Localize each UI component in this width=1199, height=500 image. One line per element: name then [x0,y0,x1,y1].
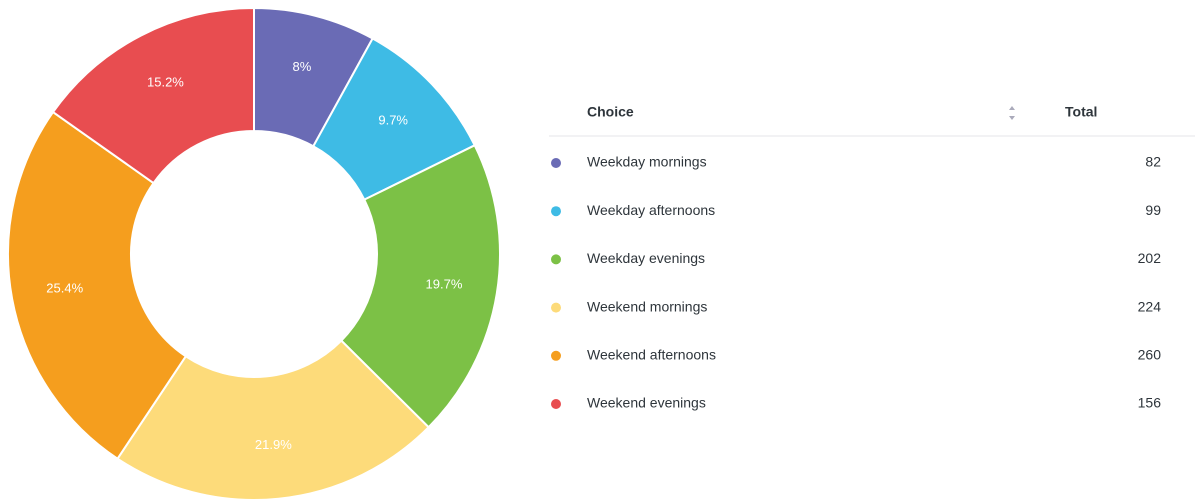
row-total: 82 [1145,154,1161,170]
column-header[interactable]: Choice [587,104,634,120]
legend-marker [551,206,561,217]
slice [339,143,501,429]
row-choice: Weekend evenings [587,395,706,411]
row-choice: Weekend afternoons [587,347,716,363]
slice-label: 21.9% [255,437,292,452]
sort-icon[interactable] [1009,106,1015,120]
row-choice: Weekday afternoons [587,202,715,218]
slice [51,6,255,185]
row-total: 99 [1145,202,1161,218]
slice-label: 15.2% [147,75,184,90]
slice-label: 25.4% [46,281,83,296]
slice [7,110,188,461]
row-choice: Weekend mornings [587,298,707,314]
legend-marker [551,158,561,168]
legend-marker [551,302,561,313]
slice-label: 9.7% [378,112,408,127]
row-total: 202 [1138,250,1162,266]
row-choice: Weekday evenings [587,250,705,266]
row-total: 156 [1138,395,1162,411]
legend-marker [551,399,561,409]
slice-label: 19.7% [426,276,463,291]
legend-marker [551,350,561,361]
sort-up[interactable] [1009,106,1015,110]
row-choice: Weekday mornings [587,154,707,170]
sort-down[interactable] [1009,116,1015,120]
row-total: 260 [1138,347,1162,363]
column-header[interactable]: Total [1065,104,1097,120]
slice-label: 8% [293,59,312,74]
row-total: 224 [1138,298,1162,314]
slice [116,339,431,500]
legend-marker [551,254,561,265]
